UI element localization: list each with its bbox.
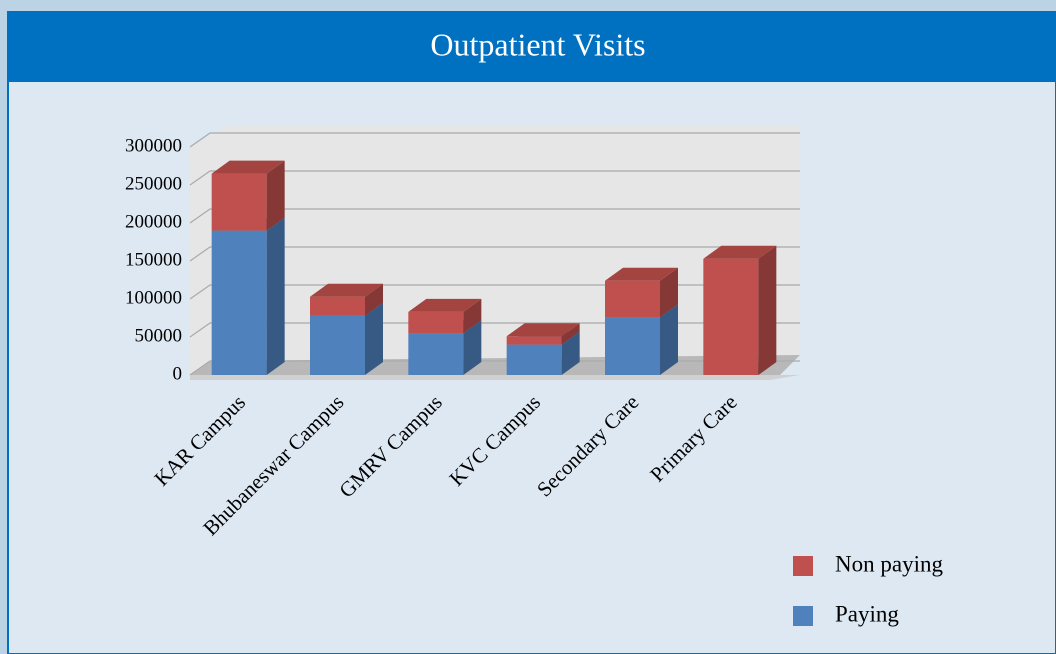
y-tick-label: 100000 [125, 287, 182, 308]
grid-line [189, 170, 800, 186]
bar-front [703, 258, 759, 375]
grid-line [189, 208, 800, 224]
bar-segment [506, 323, 580, 345]
chart-title: Outpatient Visits [430, 26, 645, 62]
bar-side [561, 323, 580, 345]
bar-front [506, 336, 562, 345]
y-tick-label: 150000 [125, 249, 182, 270]
grid-line [189, 360, 800, 376]
bar-segment [211, 160, 285, 231]
y-tick-label: 200000 [125, 211, 182, 232]
legend-swatch [793, 556, 813, 576]
bar-top [408, 298, 482, 312]
legend-label: Non paying [835, 551, 943, 576]
y-tick-label: 0 [173, 363, 183, 384]
header [8, 12, 1056, 82]
bar-top [211, 160, 285, 174]
bar-segment [408, 298, 482, 334]
bar-front [310, 315, 365, 375]
bar-side [463, 298, 482, 334]
legend: Non paying Paying [793, 551, 943, 626]
bar-top [310, 283, 383, 297]
floor-edge [190, 375, 800, 380]
bar-front [211, 173, 267, 231]
legend-swatch [793, 606, 813, 626]
bar-front [408, 311, 464, 334]
bar-top [506, 323, 580, 337]
bar-front [605, 317, 660, 375]
bar-front [605, 280, 660, 318]
y-tick-label: 300000 [125, 135, 182, 156]
bar-side [758, 245, 777, 375]
y-tick-label: 50000 [135, 325, 183, 346]
bar-segment [211, 217, 285, 375]
bar-side [266, 160, 285, 231]
bar-top [703, 245, 777, 259]
bar-side [266, 217, 285, 375]
grid-line [189, 284, 800, 300]
bar-front [211, 230, 267, 375]
bar-front [408, 333, 464, 375]
bar-side [660, 267, 678, 318]
bar-side [365, 283, 383, 316]
grid-line [189, 322, 800, 338]
grid-line [189, 246, 800, 262]
legend-label: Paying [835, 601, 899, 626]
grid [189, 132, 800, 376]
bar-front [310, 296, 365, 316]
bar-segment [605, 267, 678, 318]
bar-side [561, 331, 580, 375]
bar-segment [310, 283, 383, 316]
bar-front [506, 344, 562, 375]
bar-side [660, 304, 678, 375]
bar-top [605, 267, 678, 281]
bar-segment [703, 245, 777, 375]
bars [211, 160, 777, 375]
grid-line [189, 132, 800, 148]
y-tick-label: 250000 [125, 173, 182, 194]
bar-side [365, 302, 383, 375]
bar-side [463, 320, 482, 375]
